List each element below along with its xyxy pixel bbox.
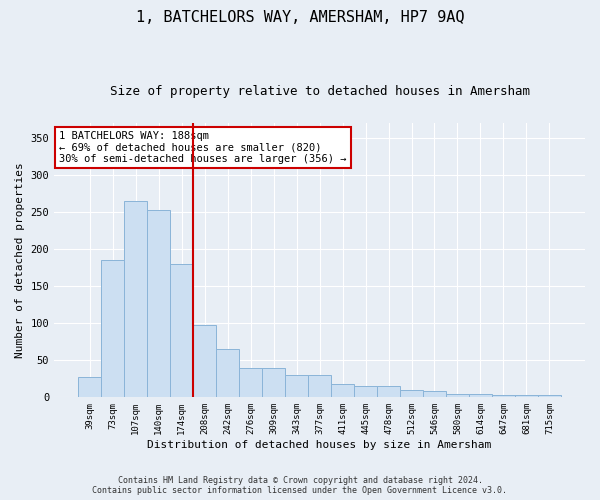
Bar [78, 376, 101, 398]
Bar [262, 368, 285, 398]
Bar [469, 394, 492, 398]
Bar [193, 326, 216, 398]
X-axis label: Distribution of detached houses by size in Amersham: Distribution of detached houses by size … [148, 440, 492, 450]
Bar [285, 375, 308, 398]
Bar [423, 392, 446, 398]
Bar [515, 395, 538, 398]
Bar [354, 386, 377, 398]
Bar [308, 375, 331, 398]
Bar [400, 390, 423, 398]
Title: Size of property relative to detached houses in Amersham: Size of property relative to detached ho… [110, 85, 530, 98]
Text: 1 BATCHELORS WAY: 188sqm
← 69% of detached houses are smaller (820)
30% of semi-: 1 BATCHELORS WAY: 188sqm ← 69% of detach… [59, 131, 347, 164]
Bar [331, 384, 354, 398]
Bar [216, 349, 239, 398]
Bar [377, 386, 400, 398]
Text: 1, BATCHELORS WAY, AMERSHAM, HP7 9AQ: 1, BATCHELORS WAY, AMERSHAM, HP7 9AQ [136, 10, 464, 25]
Y-axis label: Number of detached properties: Number of detached properties [15, 162, 25, 358]
Bar [239, 368, 262, 398]
Bar [124, 200, 147, 398]
Bar [446, 394, 469, 398]
Bar [170, 264, 193, 398]
Bar [147, 210, 170, 398]
Bar [101, 260, 124, 398]
Text: Contains HM Land Registry data © Crown copyright and database right 2024.
Contai: Contains HM Land Registry data © Crown c… [92, 476, 508, 495]
Bar [538, 395, 561, 398]
Bar [492, 395, 515, 398]
